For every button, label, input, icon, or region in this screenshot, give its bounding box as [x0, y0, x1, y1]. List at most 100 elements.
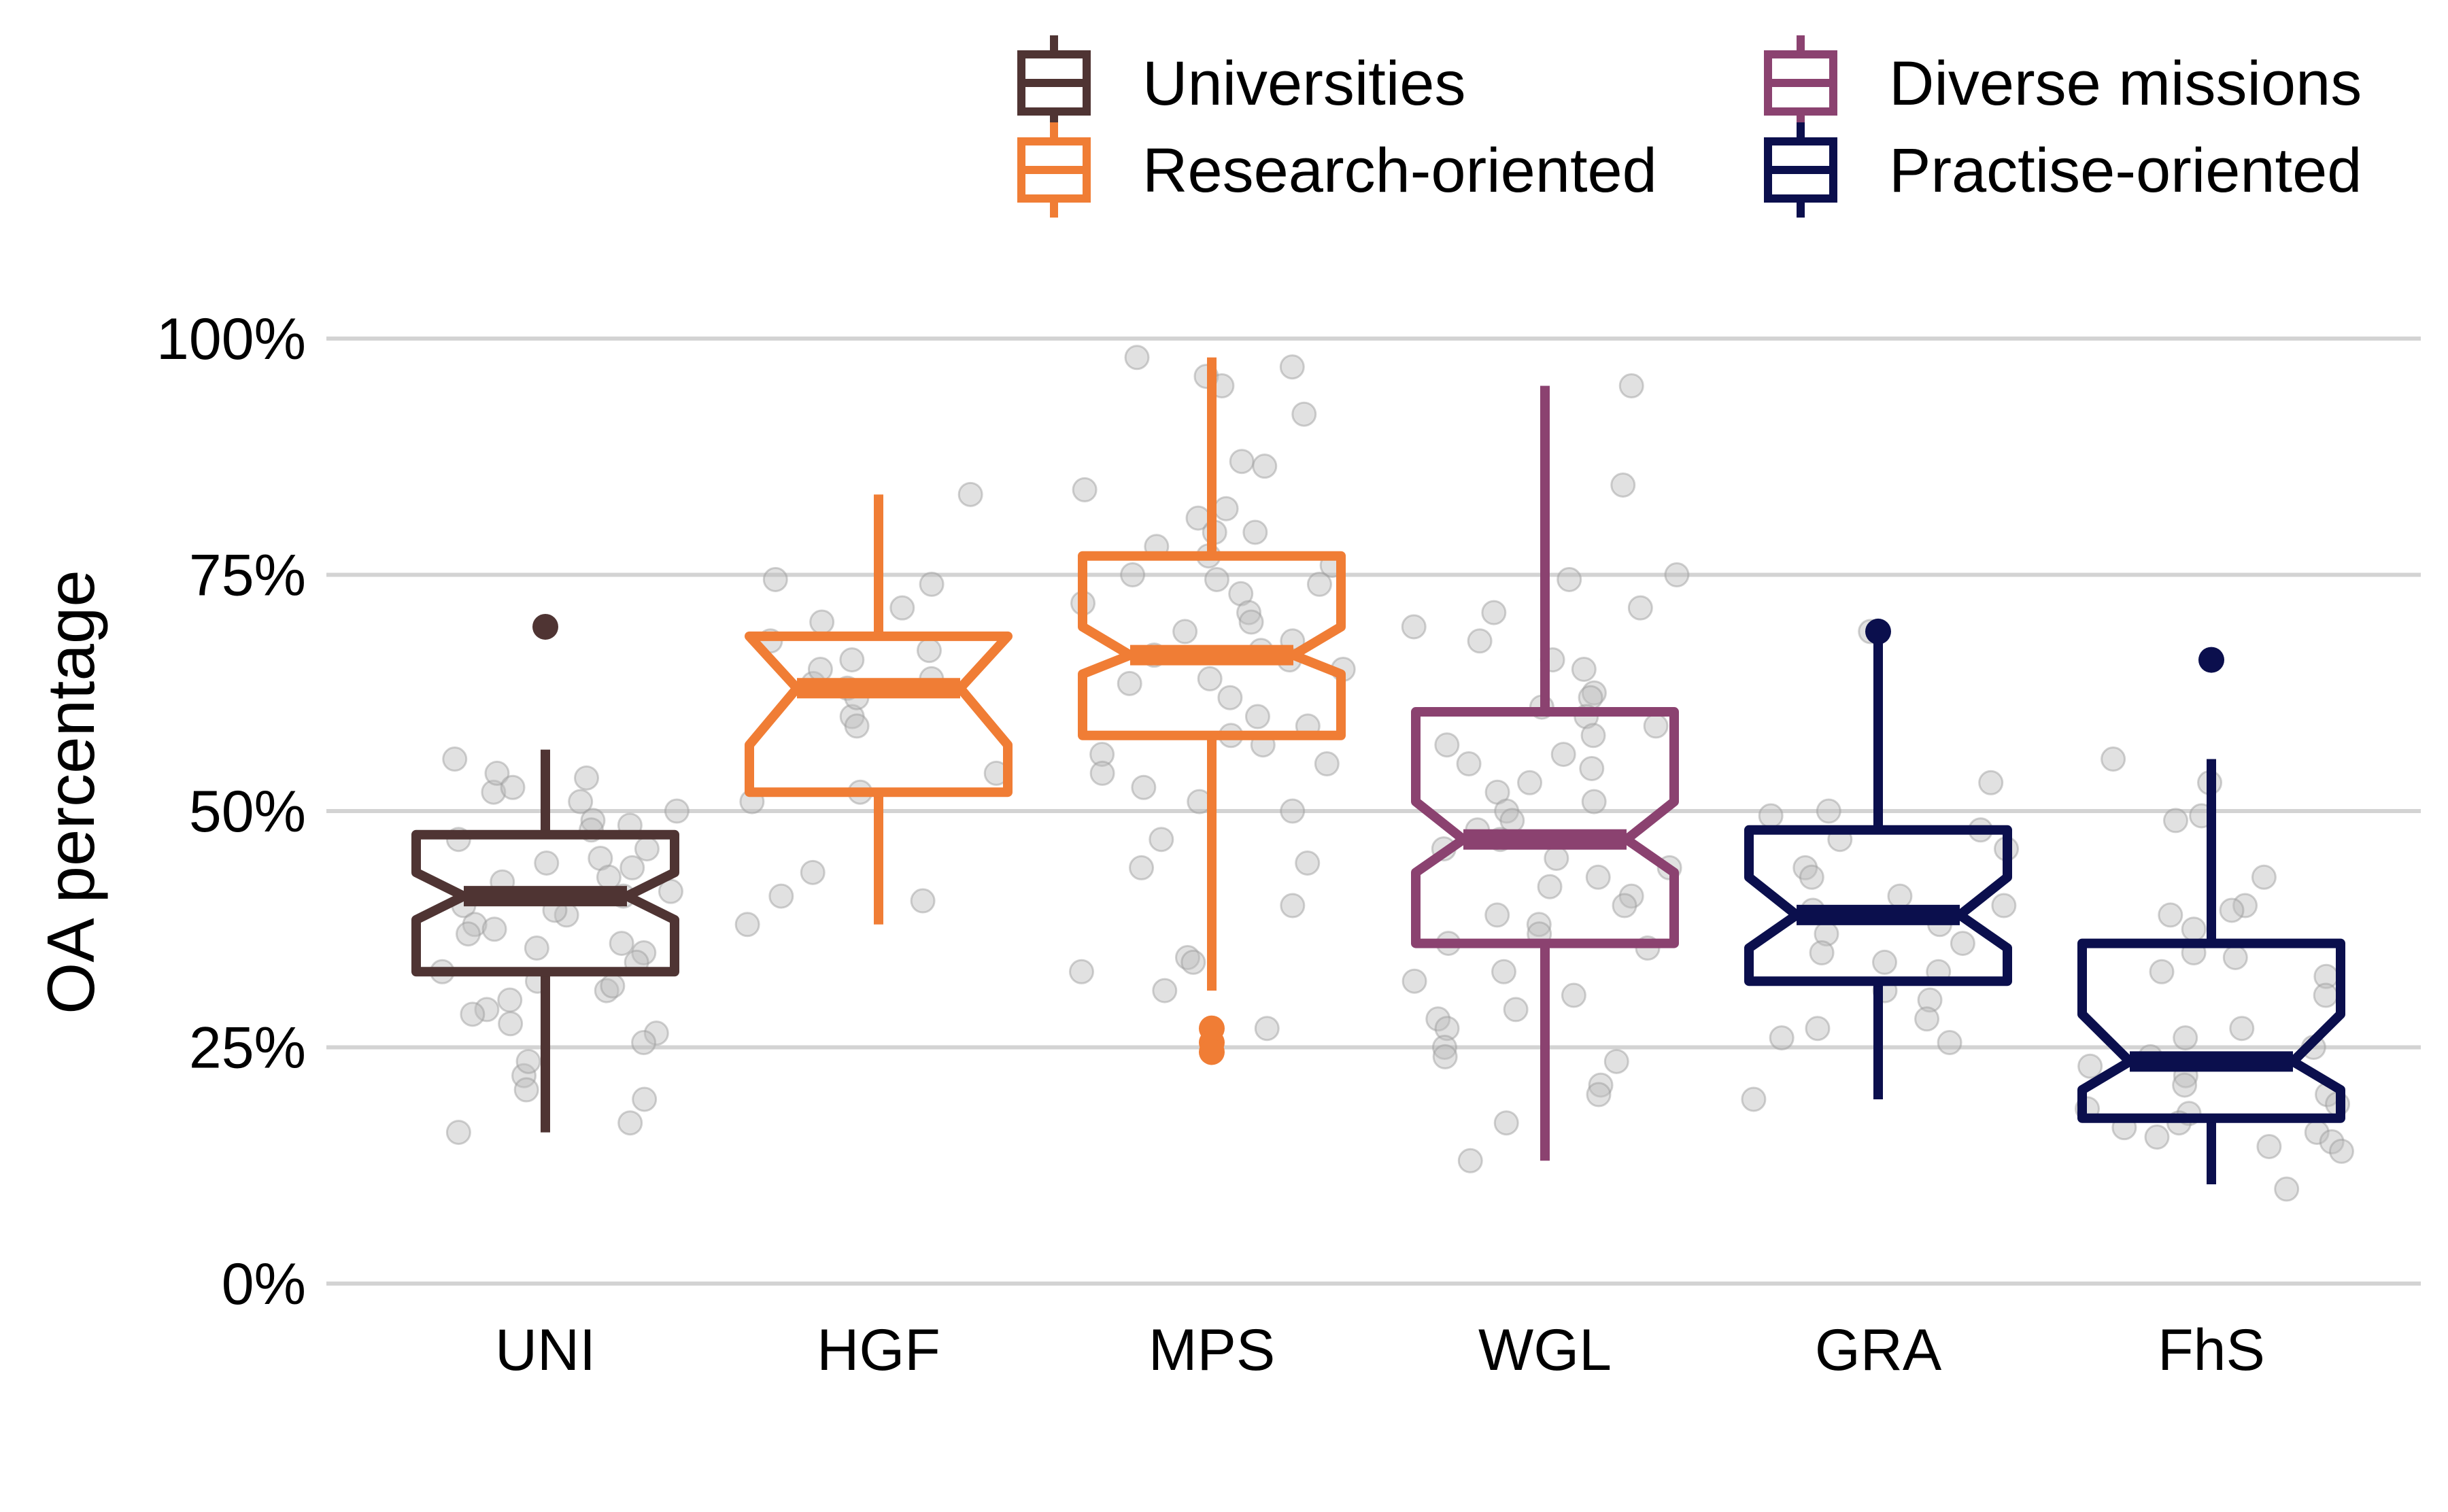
data-point	[2077, 1053, 2103, 1079]
data-point	[1561, 982, 1586, 1008]
data-point	[1238, 609, 1264, 635]
data-point	[762, 566, 788, 592]
data-point	[1467, 628, 1493, 654]
data-point	[1252, 453, 1278, 479]
box-uni	[411, 829, 679, 977]
data-point	[1152, 978, 1178, 1003]
data-point	[1180, 949, 1206, 975]
outlier-point	[2198, 647, 2224, 673]
legend: Universities Diverse missions Research-ori…	[1017, 35, 2362, 218]
box-fhs	[2077, 938, 2345, 1123]
data-point	[1314, 751, 1340, 776]
legend-label: Universities	[1142, 49, 1465, 118]
data-point	[1937, 1030, 1962, 1056]
box-hgf	[745, 631, 1013, 797]
data-point	[1131, 774, 1157, 800]
x-tick-label: GRA	[1815, 1318, 1942, 1383]
gridlines	[326, 337, 2421, 1286]
data-point	[619, 855, 645, 880]
data-point	[1484, 779, 1510, 805]
data-point	[1581, 789, 1607, 814]
data-point	[1089, 760, 1115, 786]
data-point	[1120, 562, 1146, 587]
data-point	[910, 888, 936, 914]
data-point	[1432, 1044, 1458, 1069]
data-point	[1610, 472, 1636, 498]
data-point	[1254, 1016, 1280, 1042]
data-point	[768, 883, 794, 909]
data-point	[588, 846, 613, 871]
data-point	[1431, 1035, 1457, 1060]
data-point	[1799, 864, 1824, 890]
outlier-point	[1199, 1039, 1225, 1065]
data-point	[484, 760, 510, 786]
data-point	[481, 779, 507, 805]
data-point	[1792, 855, 1818, 880]
data-point	[497, 987, 523, 1013]
data-point	[1612, 893, 1637, 918]
axes: OA percentage 0% 25% 50% 75% 100% UNI HGF MPS WG…	[33, 307, 2265, 1383]
data-point	[664, 798, 690, 824]
x-tick-label: WGL	[1478, 1318, 1612, 1383]
data-point	[1306, 571, 1332, 597]
data-point	[511, 1063, 537, 1088]
data-point	[2274, 1176, 2300, 1202]
data-point	[574, 765, 600, 791]
data-point	[1914, 1006, 1940, 1032]
data-point	[442, 746, 468, 772]
x-tick-label: MPS	[1149, 1318, 1275, 1383]
data-point	[2149, 959, 2175, 984]
data-point	[1229, 449, 1255, 475]
y-tick-label: 25%	[189, 1016, 306, 1081]
legend-item: Diverse missions	[1764, 35, 2362, 131]
data-point	[1280, 798, 1306, 824]
legend-label: Diverse missions	[1889, 49, 2362, 118]
data-point	[1537, 874, 1563, 899]
data-point	[1172, 619, 1198, 645]
data-point	[1618, 373, 1644, 398]
data-point	[2319, 1129, 2345, 1154]
data-point	[1456, 751, 1482, 776]
data-point	[1741, 1086, 1767, 1112]
data-point	[2219, 897, 2245, 923]
data-point	[809, 609, 835, 635]
data-point	[460, 1001, 486, 1027]
data-point	[1434, 732, 1460, 758]
data-point	[1950, 931, 1975, 957]
data-point	[1291, 401, 1317, 427]
data-point	[1585, 864, 1611, 890]
data-point	[2251, 864, 2277, 890]
data-point	[1434, 1016, 1460, 1042]
y-axis-title: OA percentage	[33, 570, 108, 1014]
data-point	[1236, 600, 1262, 625]
data-point	[568, 789, 594, 814]
data-point	[1174, 944, 1200, 970]
legend-label: Practise-oriented	[1889, 136, 2362, 205]
data-point	[1816, 798, 1841, 824]
data-point	[1769, 1025, 1795, 1051]
data-point	[2172, 1072, 2198, 1098]
data-point	[1872, 949, 1898, 975]
data-point	[1664, 562, 1690, 587]
box-mps	[1078, 551, 1346, 740]
data-point	[498, 1011, 524, 1037]
legend-item: Practise-oriented	[1764, 122, 2362, 218]
data-point	[594, 978, 619, 1003]
data-point	[515, 1048, 541, 1074]
box-wgl	[1411, 707, 1679, 948]
data-point	[1213, 496, 1239, 521]
data-point	[1557, 566, 1582, 592]
data-point	[1149, 827, 1174, 853]
data-point	[534, 850, 560, 876]
boxes	[411, 357, 2345, 1185]
data-point	[1457, 1148, 1483, 1173]
data-point	[2163, 808, 2189, 834]
data-point	[2256, 1133, 2282, 1159]
data-point	[2328, 1138, 2354, 1164]
data-point	[2232, 893, 2258, 918]
data-point	[1124, 345, 1150, 371]
y-tick-label: 75%	[189, 543, 306, 608]
data-point	[1401, 968, 1427, 994]
data-point	[1481, 600, 1507, 625]
